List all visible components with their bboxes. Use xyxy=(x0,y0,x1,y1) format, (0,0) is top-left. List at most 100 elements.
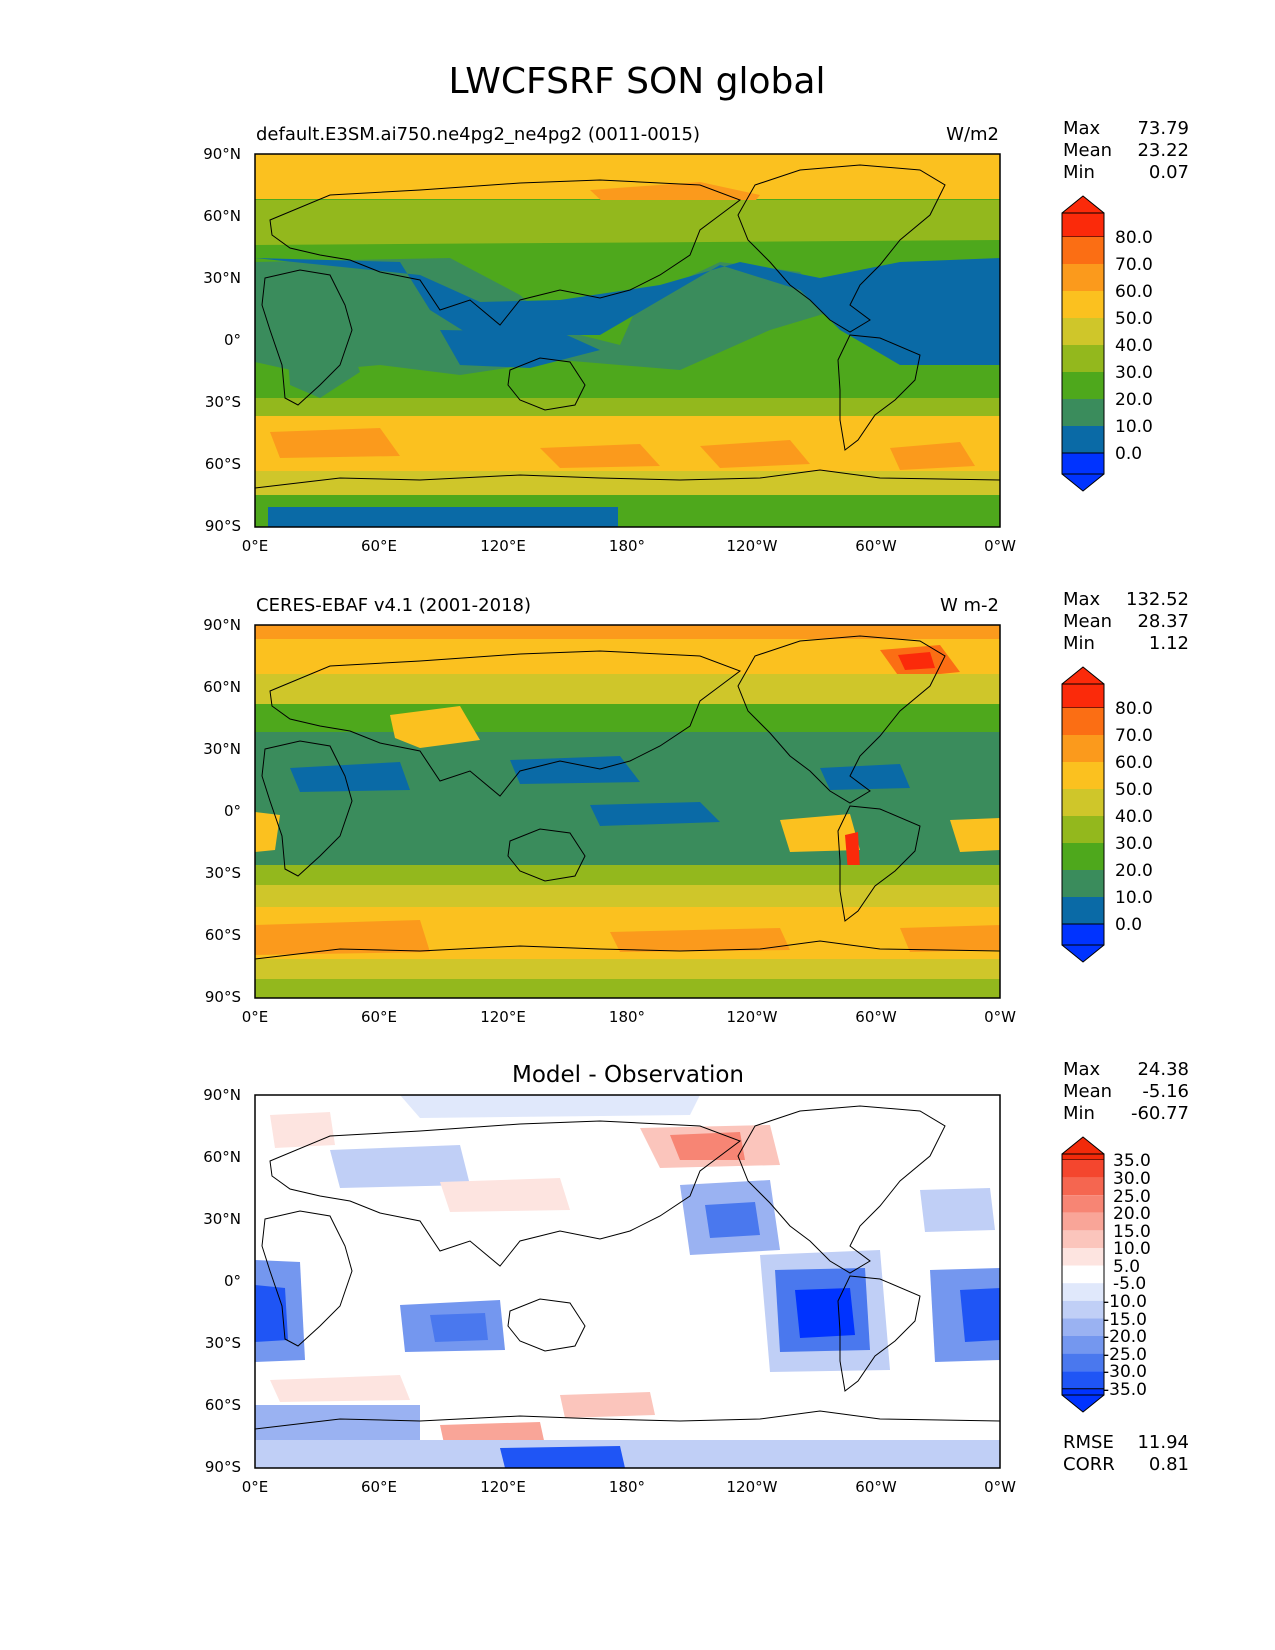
field-band-antarctic-blue xyxy=(268,507,618,527)
y-tick-label: 0° xyxy=(224,331,241,349)
colorbar: 80.0 70.0 60.0 50.0 40.0 30.0 20.0 10.0 … xyxy=(1061,195,1153,492)
colorbar-outline xyxy=(1061,1153,1105,1396)
field-band-south-yellow xyxy=(255,885,1000,907)
field-patch-indian-blue xyxy=(290,762,410,792)
y-tick-label: 60°N xyxy=(203,678,241,696)
panel-model: default.E3SM.ai750.ne4pg2_ne4pg2 (0011-0… xyxy=(203,118,1189,555)
x-tick-label: 120°W xyxy=(727,1008,778,1026)
x-tick-label: 0°W xyxy=(984,1008,1016,1026)
colorbar-segment xyxy=(1062,1230,1104,1248)
y-tick-label: 90°S xyxy=(205,517,241,535)
colorbar-label: 30.0 xyxy=(1115,834,1153,854)
diff-patch-east-edge-blue-core xyxy=(960,1288,1000,1342)
panel-difference: Model - Observation xyxy=(203,1059,1189,1496)
coastline-africa xyxy=(261,740,353,877)
colorbar-label: 80.0 xyxy=(1115,699,1153,719)
colorbar-segment xyxy=(1062,1195,1104,1213)
colorbar-label: -15.0 xyxy=(1103,1310,1147,1330)
coastline-africa xyxy=(261,269,353,406)
colorbar-segment xyxy=(1062,1248,1104,1266)
colorbar-label: -10.0 xyxy=(1103,1292,1147,1312)
colorbar-segment xyxy=(1062,897,1104,924)
x-axis: 0°E 60°E 120°E 180° 120°W 60°W 0°W xyxy=(242,1008,1016,1026)
colorbar-segment xyxy=(1062,1160,1104,1178)
coastline-south-america xyxy=(837,334,921,451)
stat-value: 0.81 xyxy=(1149,1454,1189,1475)
y-tick-label: 60°N xyxy=(203,207,241,225)
field-patch-stratocu-pacific xyxy=(780,814,860,852)
x-tick-label: 120°W xyxy=(727,537,778,555)
colorbar-label: 0.0 xyxy=(1115,444,1142,464)
stat-value: -5.16 xyxy=(1142,1081,1189,1102)
colorbar-segment xyxy=(1062,1371,1104,1389)
x-tick-label: 60°W xyxy=(855,1008,897,1026)
colorbar-label: 70.0 xyxy=(1115,255,1153,275)
coastline-south-america xyxy=(837,1275,921,1392)
diff-patch-arctic-blue xyxy=(400,1095,700,1118)
stat-label: Min xyxy=(1063,162,1095,183)
x-tick-label: 60°E xyxy=(361,537,397,555)
colorbar-extend-top xyxy=(1061,1136,1105,1161)
colorbar-label: 20.0 xyxy=(1115,390,1153,410)
field-band-antarctic-yellow xyxy=(255,959,1000,979)
colorbar-segment xyxy=(1062,1300,1104,1319)
field-patch-africa-green xyxy=(285,318,360,398)
field-patch-southern-orange-1 xyxy=(255,920,430,955)
stat-label: Max xyxy=(1063,589,1101,610)
colorbar-label: -35.0 xyxy=(1103,1380,1147,1400)
colorbar-extend-top xyxy=(1061,195,1105,238)
panel-right-title: W/m2 xyxy=(946,124,999,145)
colorbar-label: 40.0 xyxy=(1115,336,1153,356)
colorbar-label: 15.0 xyxy=(1113,1222,1151,1242)
colorbar-segment xyxy=(1062,708,1104,735)
coastline-eurasia xyxy=(269,650,742,797)
y-tick-label: 90°S xyxy=(205,988,241,1006)
diff-patch-indian-blue-core xyxy=(430,1313,488,1342)
colorbar-segment xyxy=(1062,1212,1104,1231)
y-tick-label: 30°S xyxy=(205,1334,241,1352)
map-area xyxy=(255,154,1000,527)
stat-label: RMSE xyxy=(1063,1432,1114,1453)
colorbar-extend-bottom xyxy=(1061,452,1105,492)
colorbar-label: 20.0 xyxy=(1113,1204,1151,1224)
field-band-north-green xyxy=(255,704,1000,732)
figure-title: LWCFSRF SON global xyxy=(449,61,826,102)
diff-patch-asia-blue xyxy=(330,1145,470,1188)
coastline-australia xyxy=(507,357,586,411)
stat-value: 0.07 xyxy=(1149,162,1189,183)
y-tick-label: 60°S xyxy=(205,455,241,473)
colorbar-segment xyxy=(1062,816,1104,843)
y-tick-label: 90°S xyxy=(205,1458,241,1476)
field-patch-southern-orange-2 xyxy=(540,444,660,468)
colorbar-label: 20.0 xyxy=(1115,861,1153,881)
x-tick-label: 180° xyxy=(609,1008,645,1026)
stat-value: 24.38 xyxy=(1137,1059,1189,1080)
colorbar-segment xyxy=(1062,870,1104,897)
diff-patch-sepac-blue-core xyxy=(795,1288,855,1338)
y-tick-label: 90°N xyxy=(203,145,241,163)
x-tick-label: 60°E xyxy=(361,1478,397,1496)
field-patch-andes xyxy=(845,832,860,872)
x-tick-label: 180° xyxy=(609,1478,645,1496)
colorbar-outline xyxy=(1061,683,1105,946)
y-tick-label: 60°S xyxy=(205,1396,241,1414)
stat-value: 23.22 xyxy=(1137,140,1189,161)
field-band-antarctic-green xyxy=(255,495,1000,507)
colorbar-segment xyxy=(1062,345,1104,372)
colorbar-segment xyxy=(1062,426,1104,453)
coastline-north-america xyxy=(737,635,946,804)
colorbar-label: 60.0 xyxy=(1115,282,1153,302)
colorbar-segment xyxy=(1062,399,1104,426)
stat-label: Min xyxy=(1063,633,1095,654)
field-band-north-mid xyxy=(255,674,1000,704)
x-tick-label: 0°E xyxy=(242,537,269,555)
field-patch-southern-orange-1 xyxy=(270,428,400,458)
diff-patch-natl-blue xyxy=(920,1188,995,1232)
colorbar-segment xyxy=(1062,1353,1104,1372)
colorbar-segment xyxy=(1062,372,1104,399)
x-tick-label: 0°E xyxy=(242,1478,269,1496)
field-patch-stratocu-atlantic xyxy=(950,818,1000,852)
y-tick-label: 90°N xyxy=(203,616,241,634)
x-axis: 0°E 60°E 120°E 180° 120°W 60°W 0°W xyxy=(242,1478,1016,1496)
colorbar-label: 10.0 xyxy=(1115,417,1153,437)
